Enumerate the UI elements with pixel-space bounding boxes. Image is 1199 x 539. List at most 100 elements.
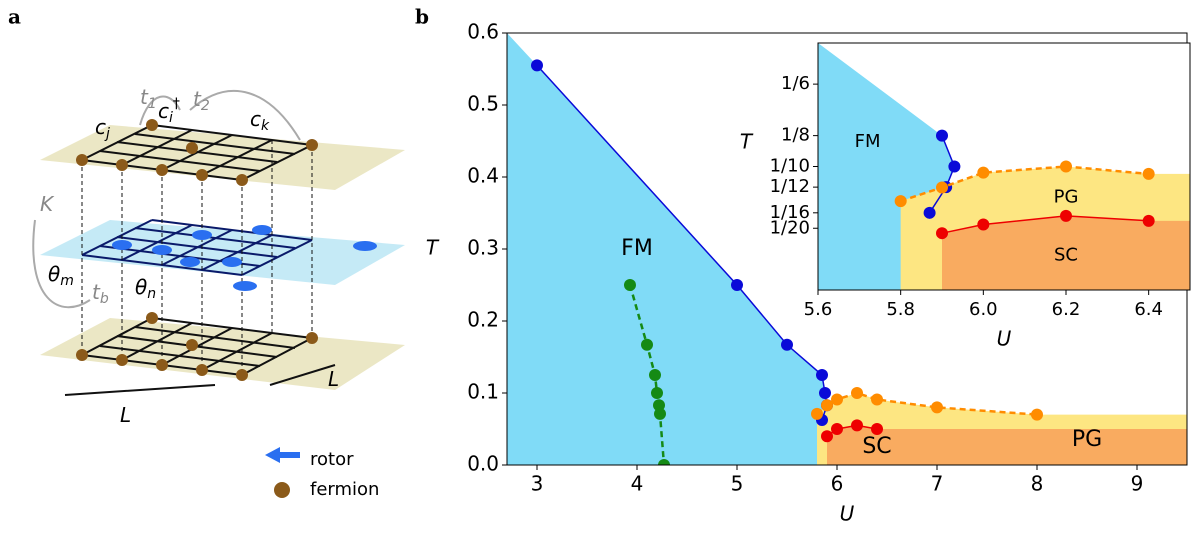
panel-label: b — [415, 5, 429, 29]
label-base: θ — [135, 275, 147, 299]
x-tick-label: 9 — [1131, 472, 1144, 496]
data-point — [531, 59, 543, 72]
x-tick-label: 6.0 — [969, 299, 998, 320]
diagram-label: t2 — [193, 87, 210, 115]
data-point — [816, 369, 828, 381]
data-point — [1060, 209, 1072, 222]
label-base: t — [92, 280, 101, 304]
label-base: t — [193, 87, 202, 111]
region-label: SC — [1054, 244, 1078, 265]
diagram-label: cj — [95, 115, 110, 143]
diagram-label: L — [120, 403, 131, 427]
x-tick-label: 3 — [531, 472, 544, 496]
legend-label: rotor — [310, 449, 354, 470]
data-point — [871, 393, 883, 406]
x-tick-label: 7 — [931, 472, 944, 496]
data-point — [731, 279, 743, 291]
data-point — [651, 387, 663, 399]
label-base: c — [158, 99, 169, 123]
plot — [507, 33, 1187, 465]
series-line — [941, 215, 1149, 234]
y-tick-label: 0.2 — [467, 308, 499, 332]
diagram-label: tb — [92, 280, 109, 308]
legend-label: fermion — [310, 479, 379, 500]
label-sub: 1 — [148, 96, 157, 112]
diagram-label: ci† — [158, 96, 180, 126]
y-axis-label: T — [740, 130, 754, 154]
data-point — [821, 399, 833, 412]
phase-region — [827, 425, 1187, 465]
x-tick-label: 5 — [731, 472, 744, 496]
x-tick-label: 6.4 — [1134, 299, 1163, 320]
y-tick-label: 0.1 — [467, 380, 499, 404]
label-base: c — [95, 115, 106, 139]
y-tick-label: 1/10 — [770, 156, 810, 177]
data-point — [1031, 408, 1043, 421]
data-point — [851, 387, 863, 399]
y-axis-label: T — [426, 236, 440, 260]
label-sub: i — [169, 110, 173, 126]
y-tick-label: 1/12 — [770, 176, 810, 197]
lattice-diagram — [32, 89, 405, 498]
data-point — [1060, 160, 1072, 173]
data-point — [821, 430, 833, 443]
y-tick-label: 0.3 — [467, 236, 499, 260]
data-point — [851, 419, 863, 432]
x-tick-label: 5.8 — [886, 299, 915, 320]
y-tick-label: 0.0 — [467, 452, 499, 476]
y-tick-label: 1/20 — [770, 217, 810, 238]
y-tick-label: 1/8 — [781, 125, 810, 146]
label-sub: j — [104, 126, 110, 142]
data-point — [948, 160, 961, 173]
y-tick-label: 1/6 — [781, 73, 810, 94]
x-tick-label: 5.6 — [804, 299, 833, 320]
data-point — [781, 338, 793, 351]
x-tick-label: 8 — [1031, 472, 1044, 496]
data-point — [894, 195, 907, 208]
diagram-label: K — [40, 192, 55, 216]
label-base: θ — [48, 262, 60, 286]
data-point — [649, 369, 661, 381]
data-point — [831, 423, 843, 435]
data-point — [923, 206, 936, 219]
data-point — [1142, 167, 1155, 180]
label-base: t — [140, 85, 149, 109]
series-line — [826, 424, 878, 437]
data-point — [936, 181, 948, 194]
diagram-label: t1 — [140, 85, 157, 113]
label-sub: k — [261, 118, 270, 134]
data-point — [931, 401, 943, 414]
region-label: FM — [855, 131, 881, 152]
x-tick-label: 4 — [631, 472, 644, 496]
data-point — [1142, 214, 1155, 227]
region-label: PG — [1054, 186, 1079, 207]
region-label: FM — [621, 236, 653, 261]
y-tick-label: 0.5 — [467, 92, 499, 116]
data-point — [936, 227, 948, 240]
plot — [818, 43, 1190, 290]
diagram-label: θm — [48, 262, 74, 290]
label-base: L — [120, 403, 131, 427]
data-point — [624, 279, 636, 291]
x-axis-label: U — [840, 502, 855, 526]
diagram-label: L — [328, 367, 339, 391]
data-point — [658, 459, 670, 465]
data-point — [831, 393, 843, 406]
y-tick-label: 0.6 — [467, 20, 499, 44]
y-tick-label: 0.4 — [467, 164, 499, 188]
data-point — [977, 218, 990, 231]
label-base: c — [250, 107, 261, 131]
label-sub: b — [100, 291, 109, 307]
series-line — [928, 135, 956, 214]
data-point — [641, 338, 653, 351]
diagram-label: θn — [135, 275, 156, 303]
diagram-label: ck — [250, 107, 270, 135]
data-point — [819, 387, 831, 399]
phase-region — [942, 215, 1190, 290]
label-sub: 2 — [201, 98, 210, 114]
region-label: SC — [862, 434, 891, 459]
x-tick-label: 6 — [831, 472, 844, 496]
data-point — [871, 423, 883, 435]
label-sup: † — [173, 96, 180, 112]
